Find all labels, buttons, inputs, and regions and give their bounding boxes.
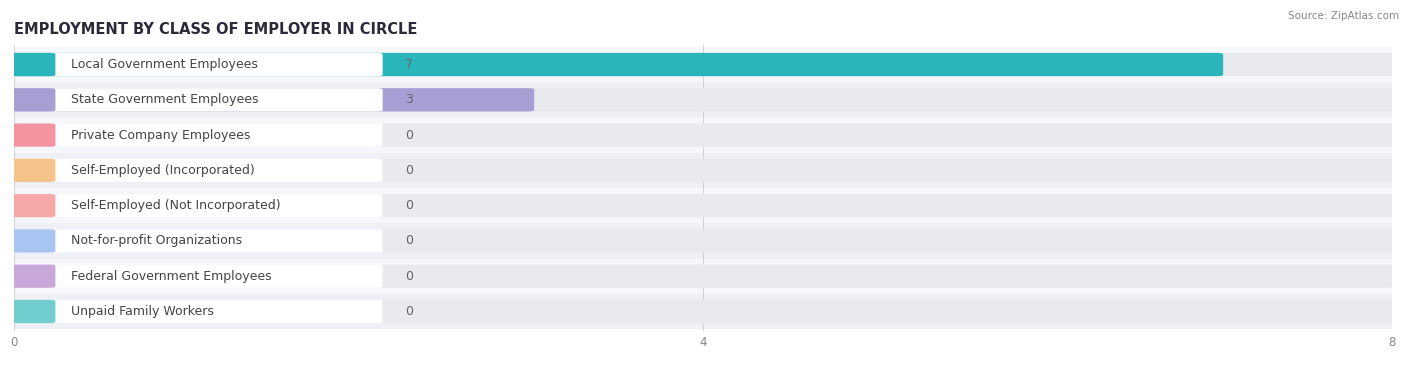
Text: Self-Employed (Incorporated): Self-Employed (Incorporated) (70, 164, 254, 177)
FancyBboxPatch shape (11, 194, 1395, 217)
FancyBboxPatch shape (11, 265, 382, 288)
FancyBboxPatch shape (11, 229, 382, 253)
FancyBboxPatch shape (11, 300, 55, 323)
FancyBboxPatch shape (11, 53, 1223, 76)
Text: EMPLOYMENT BY CLASS OF EMPLOYER IN CIRCLE: EMPLOYMENT BY CLASS OF EMPLOYER IN CIRCL… (14, 22, 418, 37)
Text: 7: 7 (405, 58, 413, 71)
FancyBboxPatch shape (11, 53, 1395, 76)
Text: 0: 0 (405, 234, 413, 247)
Text: Unpaid Family Workers: Unpaid Family Workers (70, 305, 214, 318)
Text: 0: 0 (405, 199, 413, 212)
Text: Private Company Employees: Private Company Employees (70, 129, 250, 142)
FancyBboxPatch shape (11, 88, 1395, 111)
FancyBboxPatch shape (14, 153, 1392, 188)
FancyBboxPatch shape (11, 123, 55, 147)
FancyBboxPatch shape (11, 53, 55, 76)
FancyBboxPatch shape (11, 88, 534, 111)
Text: Not-for-profit Organizations: Not-for-profit Organizations (70, 234, 242, 247)
FancyBboxPatch shape (11, 229, 55, 253)
Text: Local Government Employees: Local Government Employees (70, 58, 257, 71)
FancyBboxPatch shape (11, 159, 1395, 182)
FancyBboxPatch shape (11, 88, 55, 111)
FancyBboxPatch shape (11, 194, 382, 217)
FancyBboxPatch shape (11, 159, 382, 182)
FancyBboxPatch shape (11, 159, 55, 182)
Text: Self-Employed (Not Incorporated): Self-Employed (Not Incorporated) (70, 199, 281, 212)
FancyBboxPatch shape (11, 265, 55, 288)
FancyBboxPatch shape (14, 82, 1392, 117)
FancyBboxPatch shape (14, 117, 1392, 153)
FancyBboxPatch shape (11, 194, 55, 217)
FancyBboxPatch shape (11, 88, 382, 111)
FancyBboxPatch shape (14, 294, 1392, 329)
FancyBboxPatch shape (11, 300, 382, 323)
FancyBboxPatch shape (14, 188, 1392, 223)
FancyBboxPatch shape (14, 223, 1392, 259)
FancyBboxPatch shape (14, 47, 1392, 82)
Text: Federal Government Employees: Federal Government Employees (70, 270, 271, 283)
Text: 0: 0 (405, 164, 413, 177)
Text: State Government Employees: State Government Employees (70, 93, 259, 106)
Text: 3: 3 (405, 93, 413, 106)
FancyBboxPatch shape (11, 53, 382, 76)
Text: 0: 0 (405, 270, 413, 283)
Text: Source: ZipAtlas.com: Source: ZipAtlas.com (1288, 11, 1399, 21)
FancyBboxPatch shape (11, 123, 1395, 147)
FancyBboxPatch shape (11, 123, 382, 147)
FancyBboxPatch shape (14, 259, 1392, 294)
Text: 0: 0 (405, 305, 413, 318)
FancyBboxPatch shape (11, 300, 1395, 323)
FancyBboxPatch shape (11, 265, 1395, 288)
Text: 0: 0 (405, 129, 413, 142)
FancyBboxPatch shape (11, 229, 1395, 253)
